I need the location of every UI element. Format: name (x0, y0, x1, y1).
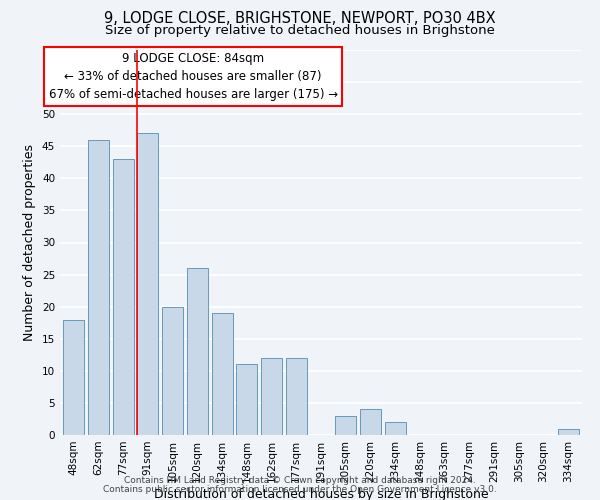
Bar (137, 134, 158, 435)
Bar (261, 358, 282, 435)
Bar (385, 422, 406, 435)
Bar (63, 320, 84, 435)
Bar (212, 313, 233, 435)
Bar (113, 159, 134, 435)
Text: 9 LODGE CLOSE: 84sqm
← 33% of detached houses are smaller (87)
67% of semi-detac: 9 LODGE CLOSE: 84sqm ← 33% of detached h… (49, 52, 338, 101)
Bar (286, 358, 307, 435)
Bar (88, 140, 109, 435)
X-axis label: Distribution of detached houses by size in Brighstone: Distribution of detached houses by size … (154, 488, 488, 500)
Text: Contains HM Land Registry data © Crown copyright and database right 2024.: Contains HM Land Registry data © Crown c… (124, 476, 476, 485)
Bar (335, 416, 356, 435)
Bar (558, 428, 579, 435)
Text: Size of property relative to detached houses in Brighstone: Size of property relative to detached ho… (105, 24, 495, 37)
Bar (187, 268, 208, 435)
Text: Contains public sector information licensed under the Open Government Licence v3: Contains public sector information licen… (103, 485, 497, 494)
Y-axis label: Number of detached properties: Number of detached properties (23, 144, 37, 341)
Text: 9, LODGE CLOSE, BRIGHSTONE, NEWPORT, PO30 4BX: 9, LODGE CLOSE, BRIGHSTONE, NEWPORT, PO3… (104, 11, 496, 26)
Bar (162, 306, 183, 435)
Bar (236, 364, 257, 435)
Bar (360, 410, 381, 435)
